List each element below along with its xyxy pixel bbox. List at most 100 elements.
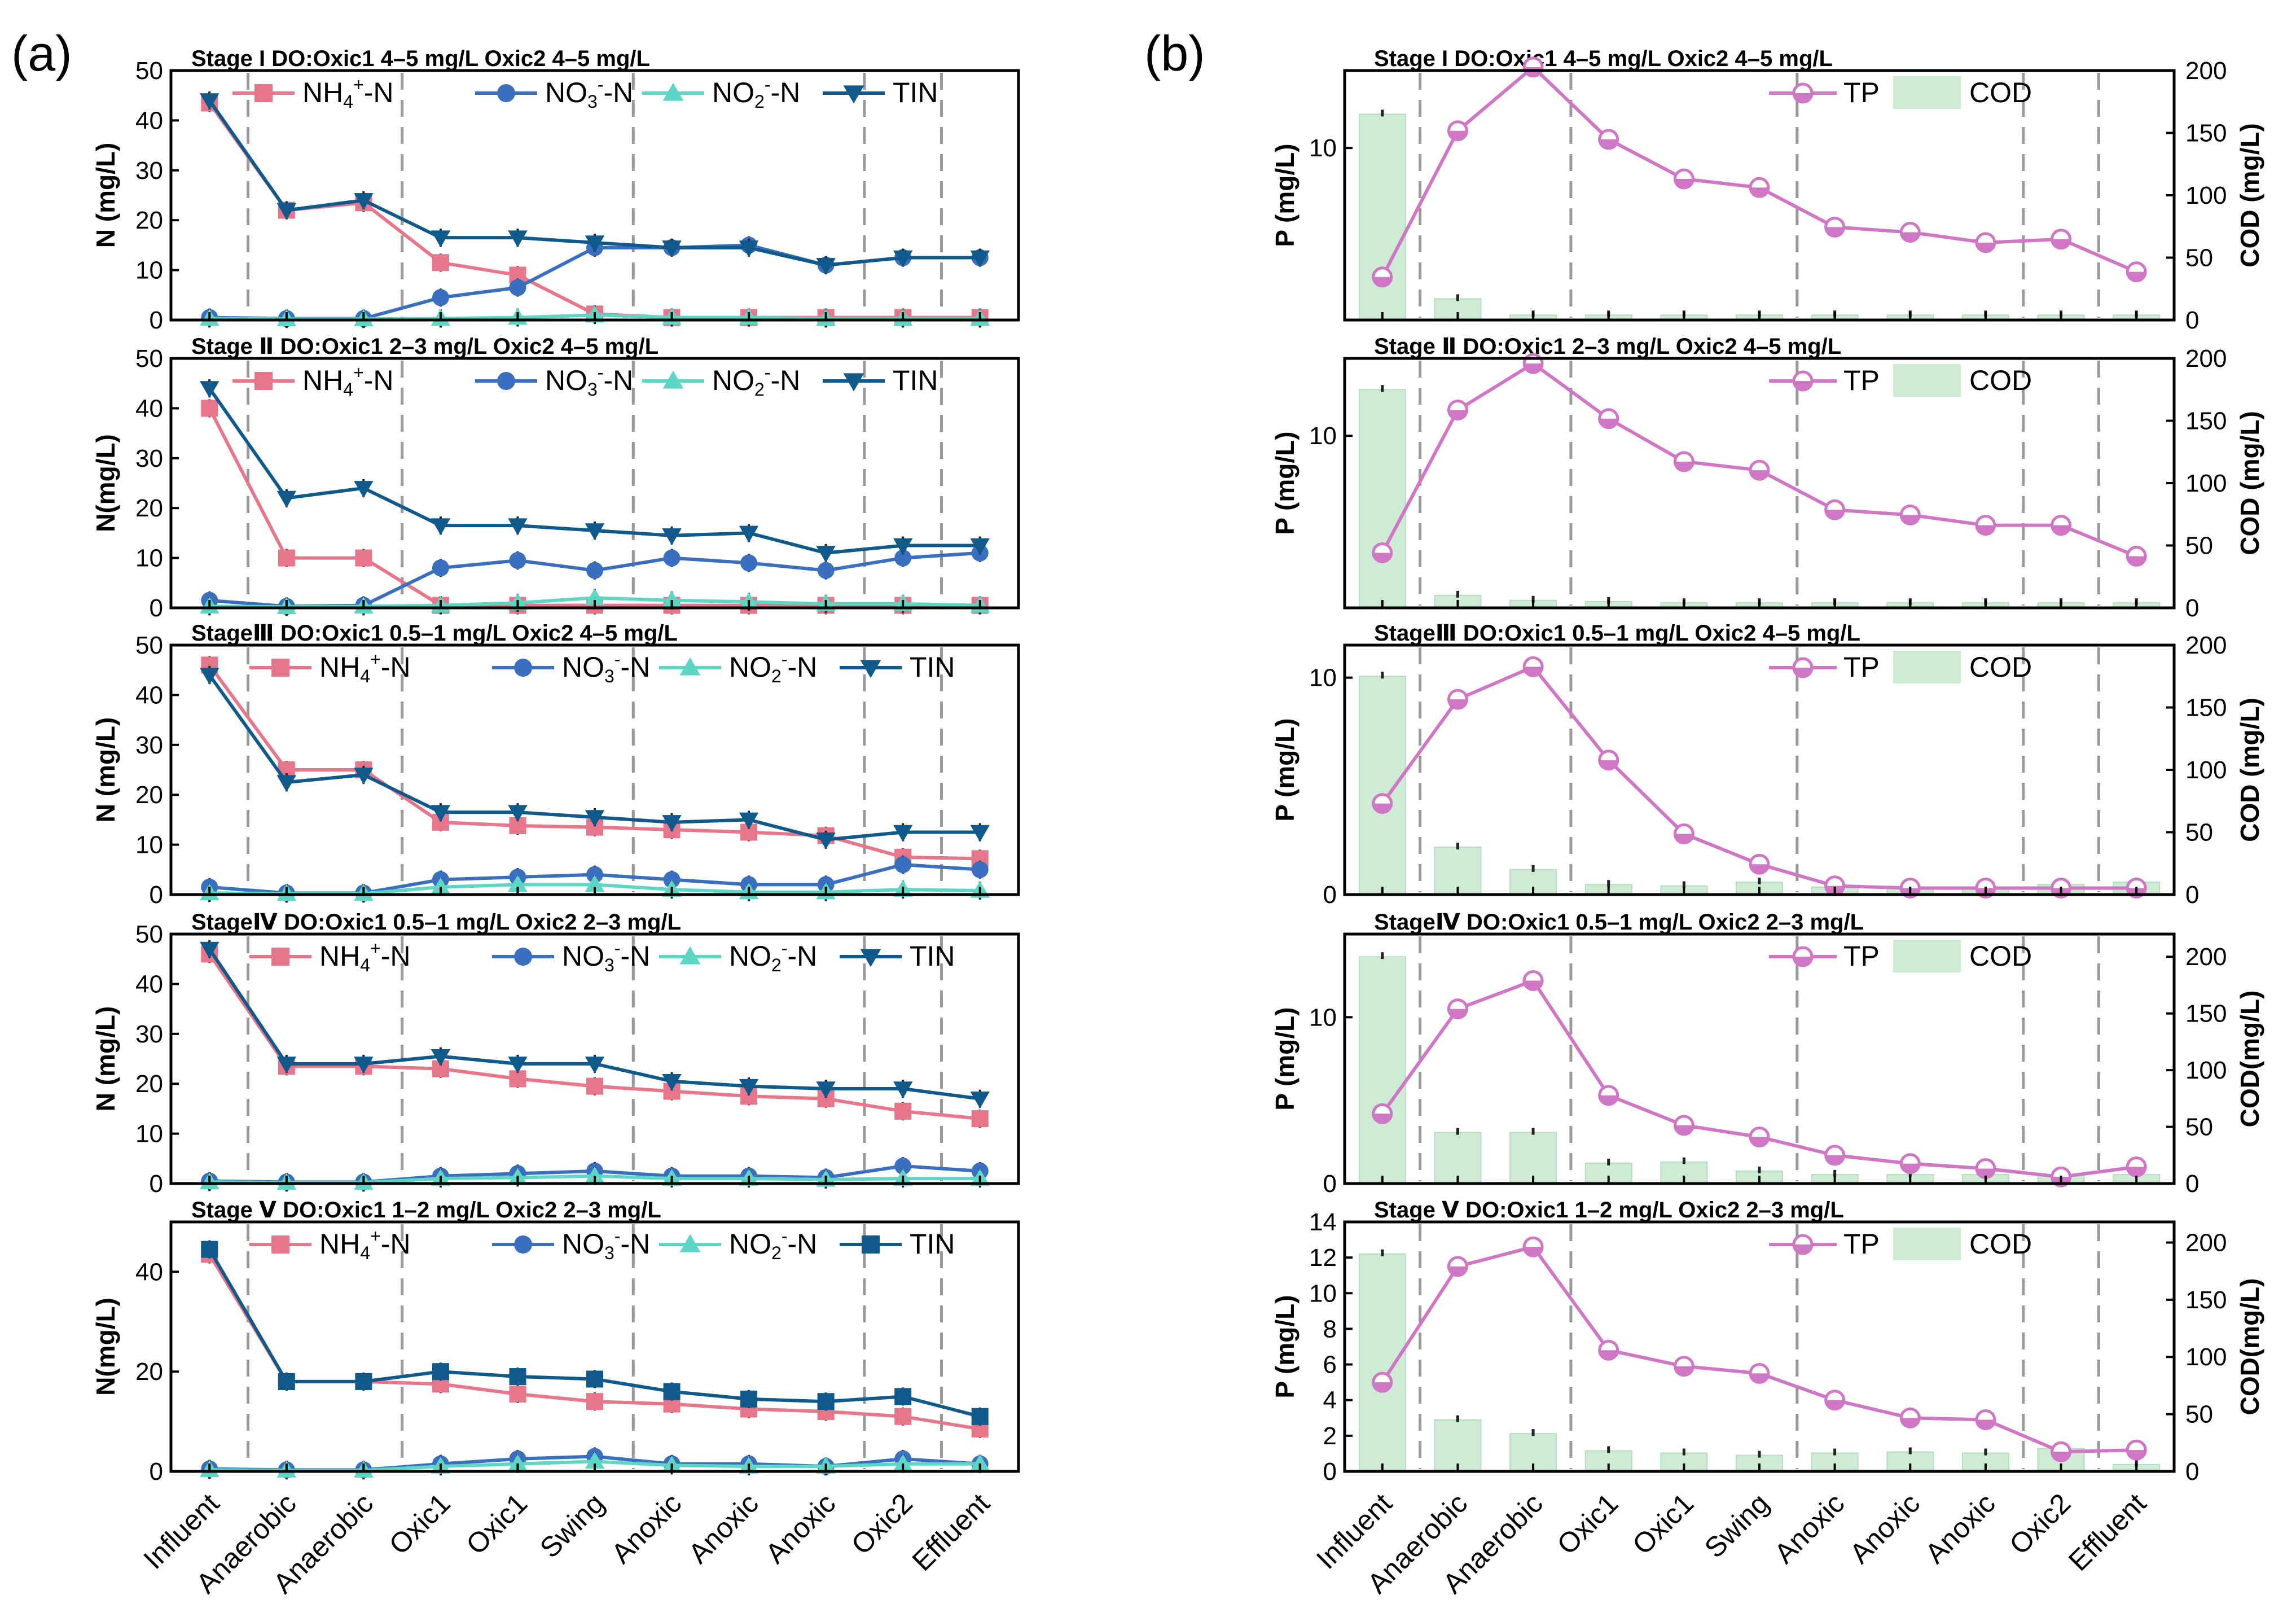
y-right-tick-label: 150 [2185, 694, 2227, 722]
y-left-tick-label: 8 [1323, 1315, 1337, 1343]
y-left-tick-label: 2 [1323, 1422, 1337, 1450]
tp-data-point-fill [1373, 1382, 1391, 1392]
data-point-TIN [816, 1081, 836, 1099]
legend-marker-TIN [860, 949, 881, 967]
y-tick-label: 20 [135, 781, 163, 809]
legend-label-tp: TP [1843, 651, 1880, 683]
data-point-NH4+-N [278, 549, 295, 567]
y-right-axis-label: COD (mg/L) [2235, 123, 2264, 268]
y-right-tick-label: 150 [2185, 407, 2227, 435]
y-tick-label: 30 [135, 157, 163, 185]
legend-marker-TIN [860, 660, 881, 678]
y-tick-label: 50 [135, 632, 163, 659]
y-right-axis-label: COD (mg/L) [2235, 411, 2264, 555]
y-right-tick-label: 200 [2185, 1229, 2227, 1256]
y-left-tick-label: 10 [1309, 1279, 1337, 1307]
data-point-TIN [970, 538, 990, 555]
legend-label-NH4+-N: NH4+-N [302, 75, 393, 112]
legend-marker-NH4+-N [254, 372, 273, 390]
tp-data-point-fill [1976, 1419, 1995, 1429]
tp-data-point-fill [1599, 1095, 1618, 1105]
cod-bar [1358, 389, 1406, 608]
tp-data-point-fill [1524, 1247, 1543, 1256]
x-category-label-a: Oxic1 [460, 1487, 533, 1561]
legend-marker-NO2--N [679, 657, 701, 676]
data-point-NO2--N [585, 1452, 605, 1469]
y-tick-label: 50 [135, 57, 163, 85]
x-category-label-b: Effluent [2062, 1487, 2152, 1577]
legend-marker-NO3--N [514, 659, 532, 677]
data-point-TIN [200, 941, 219, 959]
legend-label-tp: TP [1843, 940, 1880, 972]
panel-b-stage-3: StageⅢ DO:Oxic1 0.5–1 mg/L Oxic2 4–5 mg/… [1270, 621, 2264, 909]
legend-marker-NH4+-N [271, 1235, 289, 1254]
data-point-TIN [816, 258, 836, 275]
data-point-TIN [816, 546, 836, 563]
data-point-TIN [354, 193, 374, 211]
legend-label-cod: COD [1969, 940, 2032, 972]
y-right-tick-label: 150 [2185, 1286, 2227, 1314]
tp-data-point-fill [1901, 1163, 1920, 1173]
y-right-tick-label: 0 [2185, 881, 2199, 909]
data-point-TIN [586, 1370, 603, 1388]
data-point-TIN [431, 1049, 451, 1066]
data-point-NO2--N [662, 590, 682, 608]
y-axis-label: N (mg/L) [91, 1006, 120, 1112]
y-right-tick-label: 200 [2185, 632, 2227, 659]
x-category-label-b: Anoxic [1919, 1487, 2001, 1570]
tp-data-point-fill [1599, 760, 1618, 769]
data-point-NO2--N [585, 1166, 605, 1184]
tp-data-point-fill [1675, 179, 1693, 189]
x-category-label-a: Swing [534, 1487, 611, 1564]
legend-label-cod: COD [1969, 365, 2032, 396]
data-point-TIN [971, 1408, 989, 1425]
tp-data-point-fill [2127, 1167, 2146, 1176]
cod-bar [1358, 1253, 1406, 1473]
data-point-NO3--N [894, 856, 912, 873]
stage-title: StageⅣ DO:Oxic1 0.5–1 mg/L Oxic2 2–3 mg/… [1374, 910, 1864, 935]
y-right-tick-label: 200 [2185, 57, 2227, 85]
legend-marker-NO3--N [514, 1235, 532, 1254]
y-tick-label: 50 [135, 345, 163, 373]
legend-label-NH4+-N: NH4+-N [302, 362, 393, 400]
y-right-axis-label: COD (mg/L) [2235, 698, 2264, 842]
legend-swatch-cod [1893, 76, 1961, 109]
legend-label-tp: TP [1843, 365, 1880, 396]
y-right-tick-label: 0 [2185, 594, 2199, 622]
y-tick-label: 20 [135, 207, 163, 234]
data-point-NH4+-N [971, 1110, 989, 1128]
y-right-tick-label: 50 [2185, 819, 2213, 847]
legend-marker-TIN [843, 373, 864, 392]
legend-marker-TIN [862, 1235, 880, 1254]
y-right-tick-label: 0 [2185, 1458, 2199, 1485]
data-point-NO3--N [586, 562, 603, 579]
y-right-tick-label: 200 [2185, 943, 2227, 971]
y-left-axis-label: P (mg/L) [1270, 143, 1300, 247]
data-point-TIN [200, 668, 219, 685]
y-tick-label: 40 [135, 107, 163, 134]
legend-label-TIN: TIN [910, 940, 955, 972]
tp-data-point-fill [1825, 1155, 1844, 1164]
y-tick-label: 0 [150, 1170, 163, 1198]
data-point-TIN [585, 523, 605, 541]
data-point-NO2--N [508, 875, 528, 892]
y-tick-label: 10 [135, 831, 163, 859]
data-point-TIN [739, 240, 759, 258]
stage-title: Stage Ⅴ DO:Oxic1 1–2 mg/L Oxic2 2–3 mg/L [1374, 1198, 1844, 1222]
legend-label-TIN: TIN [910, 651, 955, 683]
panel-b-stage-1: Stage I DO:Oxic1 4–5 mg/L Oxic2 4–5 mg/L… [1270, 46, 2264, 334]
legend-marker-NO2--N [662, 82, 684, 101]
y-tick-label: 30 [135, 1020, 163, 1048]
tp-data-point-fill [1901, 1418, 1920, 1427]
data-point-TIN [276, 775, 297, 792]
legend-label-cod: COD [1969, 1228, 2032, 1260]
data-point-TIN [662, 528, 682, 546]
y-right-tick-label: 50 [2185, 1114, 2213, 1141]
data-point-TIN [432, 1363, 449, 1381]
data-point-NO2--N [508, 1454, 528, 1471]
cod-bar [1358, 956, 1406, 1184]
cod-bar [1584, 1450, 1632, 1473]
legend-marker-NH4+-N [254, 84, 273, 102]
data-point-NO3--N [894, 1158, 912, 1175]
panel-b-stage-2: Stage Ⅱ DO:Oxic1 2–3 mg/L Oxic2 4–5 mg/L… [1270, 334, 2264, 622]
